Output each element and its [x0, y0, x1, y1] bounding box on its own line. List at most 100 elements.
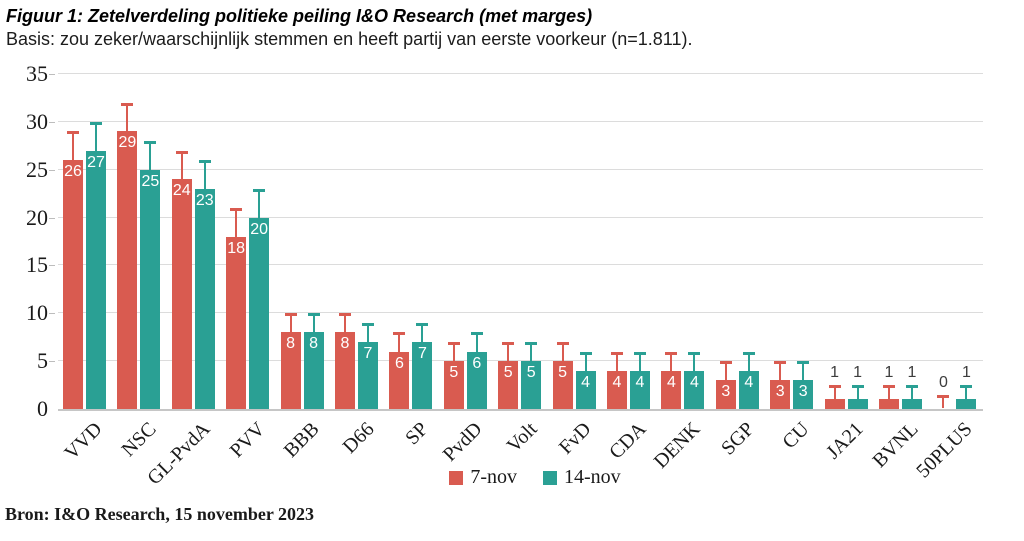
error-bar-stem-7-nov-denk: [670, 351, 673, 377]
bar-value-label: 23: [195, 191, 214, 209]
y-axis-tick-label: 25: [26, 156, 48, 182]
error-bar-stem-7-nov-d66: [344, 313, 346, 339]
error-bar-cap-7-nov-volt: [502, 342, 515, 345]
error-bar-stem-7-nov-pvv: [235, 208, 238, 243]
bar-value-label: 7: [363, 345, 373, 362]
error-bar-stem-7-nov-cu: [779, 361, 782, 387]
y-axis-tick-mark: [49, 313, 55, 315]
bar-value-label: 8: [340, 335, 350, 353]
bar-14-nov-volt: [521, 361, 542, 409]
bar-7-nov-bbb: [280, 332, 301, 409]
bar-value-label: 4: [635, 373, 645, 391]
grid-line: [58, 360, 983, 362]
bar-14-nov-d66: [358, 342, 378, 409]
y-axis-tick-mark: [49, 121, 55, 123]
bar-value-label: 5: [503, 364, 513, 382]
grid-line: [58, 312, 983, 314]
error-bar-stem-14-nov-volt: [530, 342, 533, 368]
error-bar-stem-7-nov-pvdd: [452, 342, 455, 368]
legend-label: 14-nov: [564, 466, 621, 488]
bar-14-nov-cu: [793, 380, 814, 409]
bar-7-nov-pvv: [226, 236, 247, 409]
bar-value-label: 24: [172, 182, 191, 200]
bar-7-nov-gl-pvda: [171, 179, 192, 409]
bar-14-nov-fvd: [575, 370, 596, 409]
y-axis-tick-mark: [49, 217, 55, 219]
bar-7-nov-nsc: [117, 131, 138, 409]
bar-value-label: 5: [449, 364, 459, 382]
error-bar-cap-7-nov-denk: [665, 351, 678, 355]
bar-value-label: 3: [721, 383, 731, 401]
error-bar-stem-14-nov-d66: [367, 322, 369, 348]
error-bar-cap-14-nov-ja21: [851, 385, 864, 389]
grid-line: [58, 73, 983, 74]
bar-14-nov-gl-pvda: [194, 188, 215, 409]
bar-value-label: 4: [612, 373, 622, 391]
error-bar-cap-14-nov-denk: [688, 351, 701, 355]
error-bar-stem-14-nov-bbb: [312, 313, 315, 339]
error-bar-cap-14-nov-cu: [797, 361, 810, 365]
x-axis-line: [58, 409, 983, 411]
error-bar-cap-14-nov-nsc: [144, 141, 157, 144]
legend-swatch-14-nov: [543, 470, 557, 485]
bar-value-label: 20: [250, 220, 269, 238]
bar-value-label: 3: [775, 383, 785, 401]
error-bar-cap-14-nov-50plus: [960, 385, 973, 389]
bar-value-label: 4: [666, 373, 676, 391]
error-bar-stem-14-nov-bvnl: [911, 385, 913, 406]
error-bar-cap-7-nov-bbb: [284, 313, 297, 317]
error-bar-cap-14-nov-pvv: [253, 188, 266, 192]
error-bar-cap-7-nov-pvv: [230, 208, 243, 211]
bar-value-label: 0: [938, 373, 948, 391]
legend-swatch-7-nov: [449, 470, 464, 485]
error-bar-cap-7-nov-vvd: [67, 131, 79, 135]
error-bar-stem-7-nov-bvnl: [888, 385, 890, 406]
error-bar-cap-14-nov-d66: [362, 322, 374, 326]
error-bar-cap-7-nov-bvnl: [883, 385, 895, 389]
bar-value-label: 26: [64, 163, 82, 181]
y-axis-tick-mark: [49, 265, 55, 267]
error-bar-cap-14-nov-cda: [634, 351, 646, 355]
error-bar-stem-14-nov-cu: [802, 361, 805, 387]
error-bar-stem-14-nov-gl-pvda: [203, 160, 206, 195]
error-bar-stem-14-nov-vvd: [95, 121, 97, 157]
y-axis-tick-label: 10: [26, 300, 48, 326]
error-bar-stem-14-nov-cda: [639, 351, 641, 377]
error-bar-cap-14-nov-fvd: [579, 351, 592, 355]
error-bar-cap-14-nov-sp: [416, 322, 429, 326]
legend-label: 7-nov: [470, 466, 517, 488]
grid-line: [58, 216, 983, 218]
y-axis-tick-mark: [49, 361, 55, 363]
bar-7-nov-denk: [661, 370, 682, 409]
bar-value-label: 8: [309, 335, 319, 353]
grid-line: [58, 120, 983, 122]
bar-value-label: 6: [472, 354, 482, 372]
error-bar-cap-7-nov-d66: [339, 313, 351, 317]
bar-7-nov-cda: [607, 370, 627, 409]
bar-14-nov-cda: [630, 370, 650, 409]
error-bar-cap-7-nov-cu: [774, 361, 787, 365]
error-bar-stem-14-nov-sp: [421, 322, 424, 348]
bar-14-nov-pvdd: [466, 351, 487, 409]
error-bar-stem-14-nov-denk: [693, 351, 696, 377]
bar-value-label: 27: [87, 153, 105, 171]
legend: 7-nov 14-nov: [23, 466, 1024, 489]
error-bar-cap-14-nov-bvnl: [906, 385, 918, 389]
bar-7-nov-d66: [335, 332, 355, 409]
bar-7-nov-vvd: [63, 160, 83, 409]
bar-7-nov-sgp: [715, 380, 736, 409]
bar-14-nov-sp: [412, 342, 433, 409]
error-bar-stem-7-nov-bbb: [289, 313, 292, 339]
bar-14-nov-sgp: [738, 370, 759, 409]
error-bar-cap-14-nov-sgp: [742, 351, 755, 355]
bar-7-nov-sp: [389, 351, 410, 409]
bar-value-label: 8: [286, 335, 296, 353]
error-bar-cap-7-nov-50plus: [937, 394, 950, 398]
error-bar-stem-7-nov-50plus: [942, 394, 945, 408]
error-bar-stem-7-nov-fvd: [561, 342, 564, 368]
y-axis-tick-label: 35: [26, 61, 48, 86]
bar-value-label: 4: [689, 373, 699, 391]
error-bar-stem-7-nov-cda: [616, 351, 618, 377]
bar-14-nov-denk: [684, 370, 705, 409]
